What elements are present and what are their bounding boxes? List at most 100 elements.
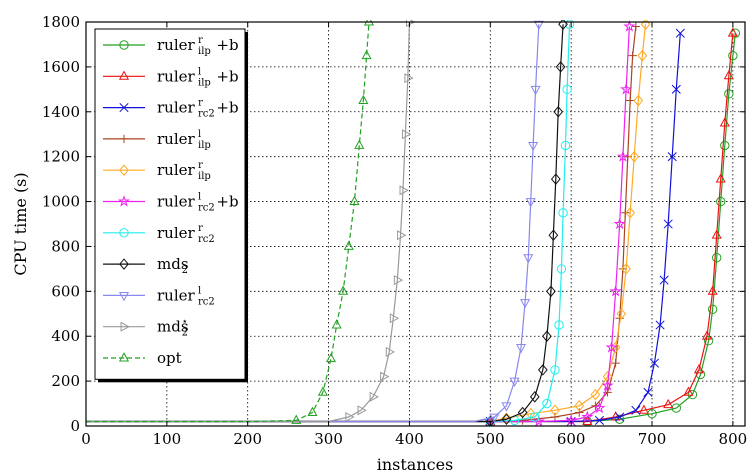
y-tick-label: 1800 — [42, 13, 80, 31]
data-point — [532, 415, 545, 426]
x-tick-label: 0 — [81, 430, 91, 448]
y-tick-label: 1000 — [42, 193, 80, 211]
data-point — [728, 50, 738, 61]
data-point — [693, 364, 704, 374]
data-point — [715, 173, 726, 183]
x-tick-label: 400 — [395, 430, 424, 448]
data-point — [546, 285, 556, 298]
data-point — [509, 377, 520, 387]
data-point — [613, 217, 626, 230]
data-point — [389, 313, 400, 324]
data-point — [550, 412, 560, 422]
legend-label: ruler r ilp — [157, 160, 211, 182]
data-point — [525, 198, 536, 208]
data-point — [558, 208, 568, 218]
data-point — [349, 195, 360, 205]
data-point — [358, 94, 369, 104]
legend-label: opt — [157, 349, 182, 367]
legend-marker — [119, 134, 129, 144]
legend-marker — [118, 352, 130, 362]
data-point — [616, 308, 627, 320]
series-line — [86, 24, 647, 423]
data-point — [701, 330, 713, 340]
data-point — [555, 61, 566, 73]
legend-marker — [120, 321, 130, 332]
data-point — [556, 264, 567, 274]
data-point — [716, 196, 726, 207]
data-point — [727, 27, 738, 37]
data-point — [550, 173, 561, 185]
y-axis-label: CPU time (s) — [11, 172, 30, 275]
legend-label: ruler l ilp — [157, 129, 211, 151]
y-tick-label: 1200 — [42, 148, 80, 166]
data-point — [548, 229, 559, 241]
legend-label: ruler r ilp +b — [157, 35, 239, 57]
data-point — [523, 254, 534, 264]
x-tick-label: 800 — [719, 430, 748, 448]
data-point — [625, 207, 636, 219]
series-10 — [86, 20, 375, 424]
legend-marker — [119, 258, 129, 270]
legend-label: ruler r rc2 — [157, 223, 215, 245]
y-tick-label: 1400 — [42, 103, 80, 121]
data-point — [345, 411, 355, 423]
legend-label: mds2 — [157, 255, 189, 276]
data-point — [363, 20, 375, 26]
data-point — [667, 152, 677, 162]
data-point — [354, 139, 365, 149]
data-point — [560, 140, 571, 151]
legend-marker — [119, 164, 129, 176]
legend-label: mds⋆ 2 — [157, 317, 189, 339]
y-tick-label: 600 — [51, 282, 80, 300]
data-point — [338, 285, 349, 295]
data-point — [550, 365, 560, 375]
data-point — [663, 398, 674, 409]
data-point — [581, 410, 594, 423]
x-axis-label: instances — [377, 455, 454, 473]
legend-marker — [119, 228, 129, 238]
data-point — [687, 389, 698, 400]
data-point — [730, 28, 740, 38]
data-point — [633, 94, 644, 107]
data-point — [369, 391, 379, 402]
data-point — [631, 22, 641, 31]
series-line — [86, 24, 564, 423]
data-point — [542, 330, 552, 342]
series-line — [86, 21, 370, 423]
data-point — [533, 20, 544, 31]
data-point — [720, 140, 730, 151]
y-tick-label: 1600 — [42, 58, 80, 76]
data-point — [616, 150, 629, 162]
data-point — [542, 398, 552, 409]
legend: ruler r ilp +b ruler l ilp +b ruler r rc2 +b ruler l i… — [94, 28, 248, 383]
data-point — [655, 320, 665, 330]
series-layer — [86, 20, 740, 426]
data-point — [724, 89, 734, 99]
data-point — [631, 405, 641, 415]
data-point — [615, 412, 625, 422]
data-point — [593, 401, 606, 414]
data-point — [562, 84, 572, 95]
data-point — [401, 129, 412, 140]
data-point — [517, 406, 528, 419]
data-point — [609, 284, 622, 297]
data-point — [553, 106, 564, 118]
legend-marker — [119, 103, 129, 113]
data-point — [489, 413, 500, 423]
series-8 — [86, 20, 544, 423]
data-point — [529, 391, 540, 403]
data-point — [637, 49, 648, 62]
data-point — [537, 364, 548, 376]
y-tick-label: 200 — [51, 372, 80, 390]
legend-marker — [118, 291, 130, 302]
data-point — [683, 386, 694, 396]
data-point — [707, 304, 718, 314]
series-line — [86, 21, 411, 423]
data-point — [659, 275, 669, 285]
x-tick-label: 600 — [557, 430, 586, 448]
data-point — [628, 51, 637, 60]
x-tick-label: 500 — [476, 430, 505, 448]
data-point — [501, 412, 512, 424]
data-point — [317, 386, 328, 396]
